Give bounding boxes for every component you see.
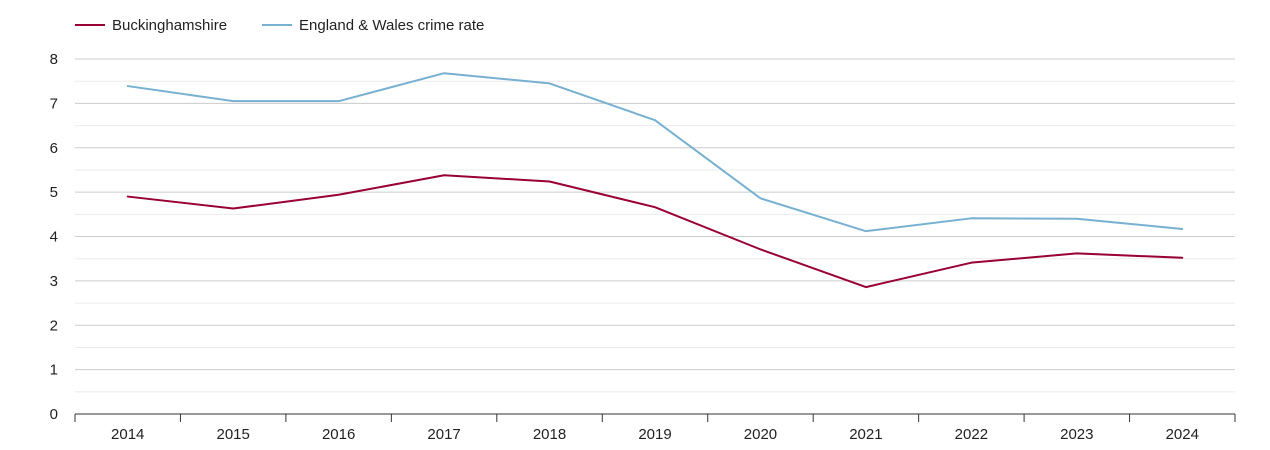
grid-lines — [75, 58, 1235, 393]
x-tick-label: 2016 — [322, 426, 355, 443]
y-tick-label: 4 — [50, 229, 58, 246]
y-tick-label: 3 — [50, 273, 58, 290]
x-tick-label: 2023 — [1060, 426, 1093, 443]
x-tick-label: 2022 — [955, 426, 988, 443]
x-axis: 2014 2015 2016 2017 2018 2019 2020 2021 2022 2023… — [74, 413, 1236, 443]
y-axis: 0 1 2 3 4 5 6 7 8 — [50, 51, 58, 423]
y-tick-label: 0 — [50, 406, 58, 423]
y-tick-label: 7 — [50, 95, 58, 112]
x-tick-label: 2019 — [638, 426, 671, 443]
x-tick-label: 2021 — [849, 426, 882, 443]
x-tick-label: 2015 — [216, 426, 249, 443]
x-tick-label: 2018 — [533, 426, 566, 443]
x-tick-label: 2014 — [111, 426, 144, 443]
y-tick-label: 5 — [50, 184, 58, 201]
legend-label-england-wales: England & Wales crime rate — [299, 17, 484, 34]
x-tick-label: 2020 — [744, 426, 777, 443]
x-tick-label: 2017 — [427, 426, 460, 443]
legend-label-buckinghamshire: Buckinghamshire — [112, 17, 227, 34]
legend-item-series-0[interactable]: Buckinghamshire — [75, 17, 227, 34]
y-tick-label: 8 — [50, 51, 58, 68]
series-layer — [126, 72, 1184, 289]
y-tick-label: 1 — [50, 362, 58, 379]
y-tick-label: 6 — [50, 140, 58, 157]
chart-legend: Buckinghamshire England & Wales crime ra… — [75, 17, 484, 34]
x-tick-label: 2024 — [1166, 426, 1199, 443]
legend-item-series-1[interactable]: England & Wales crime rate — [262, 17, 484, 34]
y-tick-label: 2 — [50, 317, 58, 334]
